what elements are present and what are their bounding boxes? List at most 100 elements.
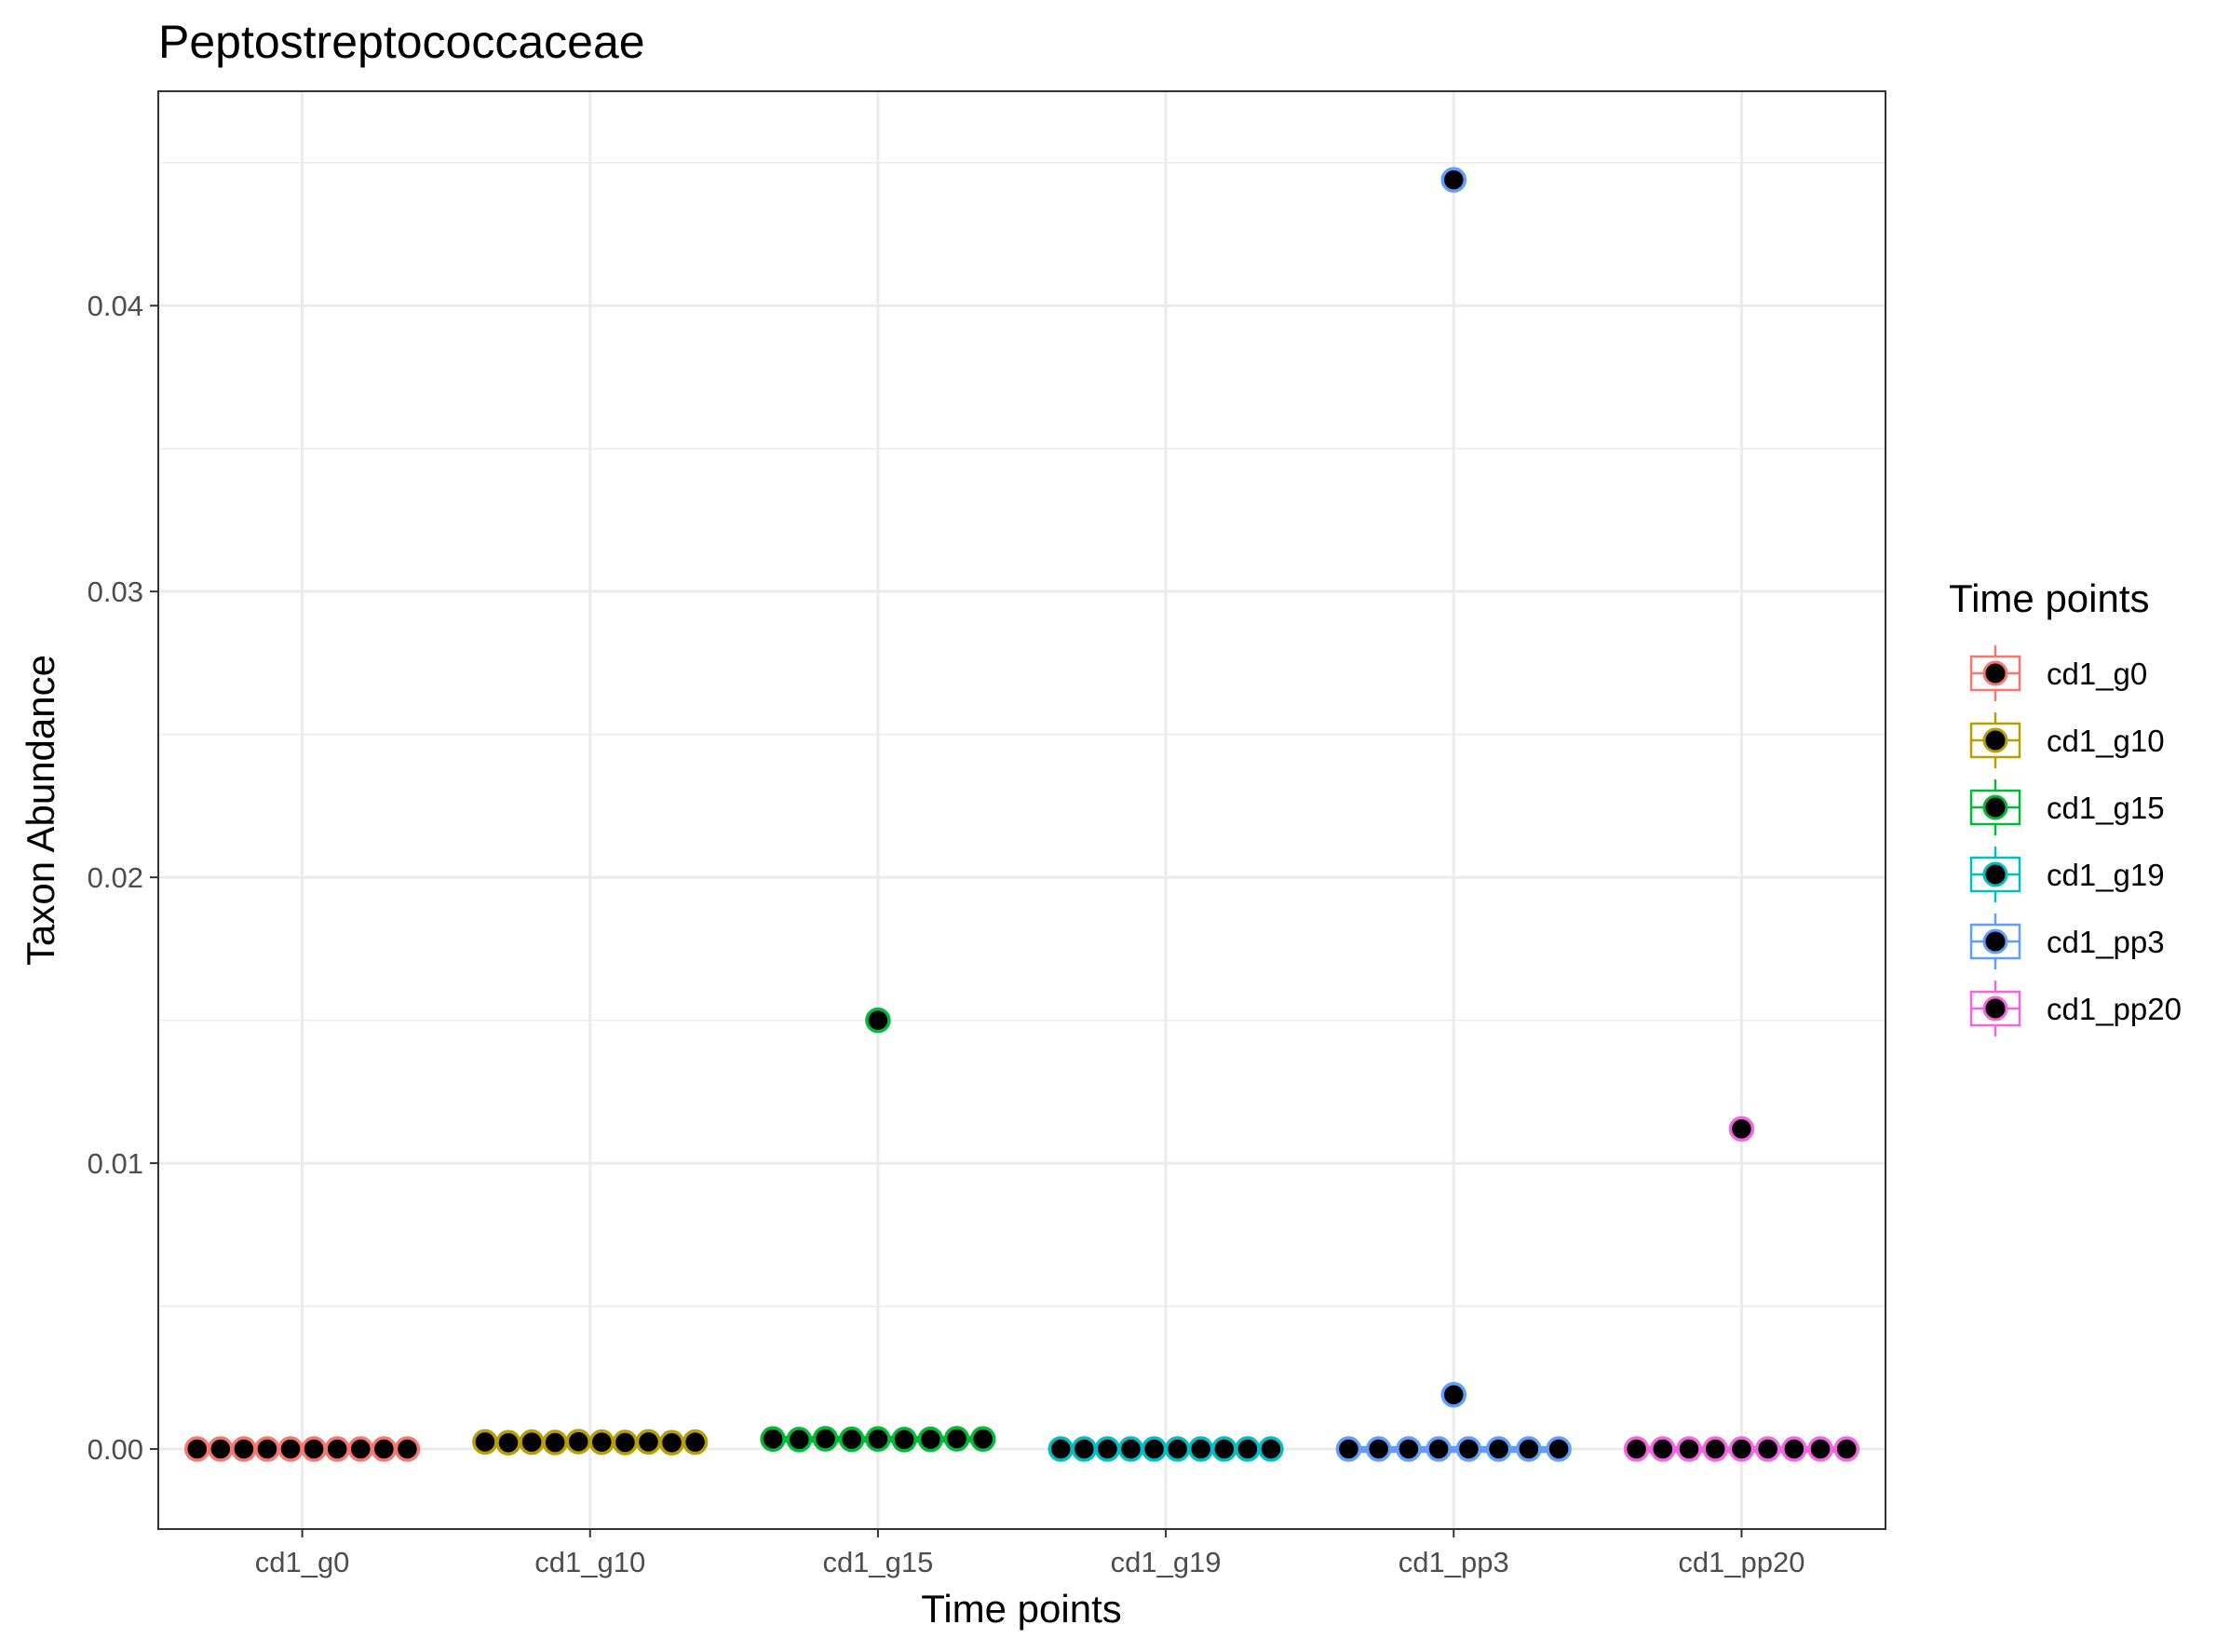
data-point-cd1_pp20 (1833, 1436, 1860, 1462)
legend-label: cd1_pp3 (2047, 925, 2165, 959)
data-point-cd1_pp20 (1728, 1116, 1755, 1143)
data-point-cd1_g10 (658, 1429, 685, 1456)
data-point-cd1_pp3 (1440, 167, 1466, 193)
legend-items: cd1_g0 cd1_g10 cd1_g15 cd1_g19 cd1_pp3 cd1_pp… (1969, 645, 2182, 1036)
data-point-cd1_g15 (943, 1426, 970, 1452)
y-tick-label: 0.00 (88, 1433, 143, 1466)
data-point-cd1_pp20 (1623, 1436, 1650, 1462)
data-point-cd1_pp3 (1516, 1436, 1542, 1462)
data-point-cd1_pp20 (1702, 1436, 1728, 1462)
y-tick-label: 0.01 (88, 1147, 143, 1180)
data-point-cd1_g19 (1235, 1436, 1261, 1462)
data-point-cd1_g10 (682, 1429, 709, 1456)
legend-key-point (1982, 861, 2008, 887)
legend-key-point (1982, 794, 2008, 820)
data-point-cd1_g0 (277, 1436, 304, 1462)
data-point-cd1_g15 (838, 1426, 865, 1453)
x-axis-title: Time points (921, 1587, 1122, 1631)
y-tick-label: 0.03 (88, 575, 143, 608)
data-point-cd1_pp3 (1440, 1381, 1466, 1408)
data-point-cd1_pp3 (1365, 1436, 1392, 1462)
x-tick-label: cd1_g15 (822, 1546, 933, 1578)
grid-minor (158, 161, 1885, 1307)
panel-border (157, 90, 1886, 1530)
legend-item-cd1_g15: cd1_g15 (1969, 779, 2165, 835)
data-point-cd1_g0 (301, 1436, 327, 1462)
legend-label: cd1_g0 (2047, 657, 2147, 691)
x-tick-label: cd1_g19 (1111, 1546, 1222, 1578)
y-axis-title: Taxon Abundance (19, 655, 62, 966)
data-point-cd1_g0 (254, 1436, 280, 1462)
data-point-cd1_g0 (394, 1436, 421, 1462)
x-axis: cd1_g0 cd1_g10 cd1_g15 cd1_g19 cd1_pp3 cd1_pp… (255, 1529, 1805, 1578)
y-axis: 0.00 0.01 0.02 0.03 0.04 (88, 290, 158, 1466)
data-point-cd1_g19 (1117, 1436, 1144, 1462)
x-tick-label: cd1_pp20 (1678, 1546, 1804, 1578)
data-point-cd1_pp20 (1807, 1436, 1833, 1462)
data-point-cd1_g10 (565, 1429, 591, 1455)
data-point-cd1_g19 (1211, 1436, 1237, 1462)
data-point-cd1_g10 (495, 1429, 521, 1456)
plot-area (157, 90, 1886, 1530)
data-point-cd1_g19 (1094, 1436, 1121, 1462)
data-point-cd1_g0 (371, 1436, 398, 1462)
chart-title: Peptostreptococcaceae (158, 16, 645, 68)
data-point-cd1_pp3 (1396, 1436, 1422, 1462)
data-point-cd1_g0 (183, 1436, 210, 1462)
data-point-cd1_pp3 (1455, 1436, 1482, 1462)
x-tick-label: cd1_pp3 (1399, 1546, 1509, 1578)
data-point-cd1_g10 (588, 1429, 615, 1456)
data-point-cd1_g10 (635, 1429, 662, 1456)
data-point-cd1_g15 (786, 1427, 813, 1453)
y-tick-label: 0.04 (88, 290, 143, 322)
legend-item-cd1_g0: cd1_g0 (1969, 645, 2147, 701)
data-point-cd1_g19 (1258, 1436, 1284, 1462)
legend-item-cd1_pp20: cd1_pp20 (1969, 981, 2182, 1036)
data-point-cd1_g19 (1141, 1436, 1168, 1462)
data-point-cd1_g15 (891, 1427, 917, 1453)
data-point-cd1_g0 (208, 1436, 234, 1462)
legend-item-cd1_pp3: cd1_pp3 (1969, 914, 2165, 969)
y-tick-label: 0.02 (88, 861, 143, 894)
legend-label: cd1_pp20 (2047, 992, 2182, 1026)
data-points (183, 167, 1860, 1462)
data-point-cd1_g10 (612, 1429, 639, 1456)
data-point-cd1_g0 (347, 1436, 374, 1462)
data-point-cd1_pp20 (1728, 1436, 1755, 1462)
data-point-cd1_g15 (970, 1426, 996, 1453)
legend-key-point (1982, 928, 2008, 955)
legend-key-point (1982, 995, 2008, 1022)
data-point-cd1_g10 (542, 1429, 568, 1456)
data-point-cd1_g10 (472, 1429, 498, 1456)
data-point-cd1_g0 (324, 1436, 350, 1462)
data-point-cd1_g15 (760, 1426, 786, 1453)
grid-major (158, 91, 1885, 1529)
data-point-cd1_pp3 (1335, 1436, 1362, 1462)
data-point-cd1_g15 (917, 1426, 944, 1453)
x-tick-label: cd1_g10 (534, 1546, 645, 1578)
data-point-cd1_pp3 (1546, 1436, 1572, 1462)
x-tick-label: cd1_g0 (255, 1546, 350, 1578)
data-point-cd1_g15 (865, 1426, 891, 1453)
data-point-cd1_g19 (1047, 1436, 1074, 1462)
data-point-cd1_g19 (1071, 1436, 1098, 1462)
legend-item-cd1_g10: cd1_g10 (1969, 712, 2165, 768)
panel-background (158, 91, 1885, 1529)
data-point-cd1_g0 (231, 1436, 257, 1462)
data-point-cd1_pp20 (1754, 1436, 1781, 1462)
data-point-cd1_pp3 (1426, 1436, 1452, 1462)
data-point-cd1_pp3 (1485, 1436, 1512, 1462)
data-point-cd1_pp20 (1676, 1436, 1702, 1462)
legend: Time points cd1_g0 cd1_g10 cd1_g15 cd1_g19c… (1949, 576, 2182, 1036)
legend-title: Time points (1949, 576, 2150, 620)
legend-label: cd1_g15 (2047, 791, 2165, 825)
data-point-cd1_g15 (865, 1007, 891, 1034)
data-point-cd1_g15 (812, 1426, 839, 1452)
data-point-cd1_pp20 (1650, 1436, 1676, 1462)
legend-label: cd1_g19 (2047, 858, 2165, 892)
data-point-cd1_pp20 (1781, 1436, 1807, 1462)
data-point-cd1_g10 (519, 1429, 545, 1456)
legend-key-point (1982, 727, 2008, 753)
data-point-cd1_g19 (1187, 1436, 1214, 1462)
